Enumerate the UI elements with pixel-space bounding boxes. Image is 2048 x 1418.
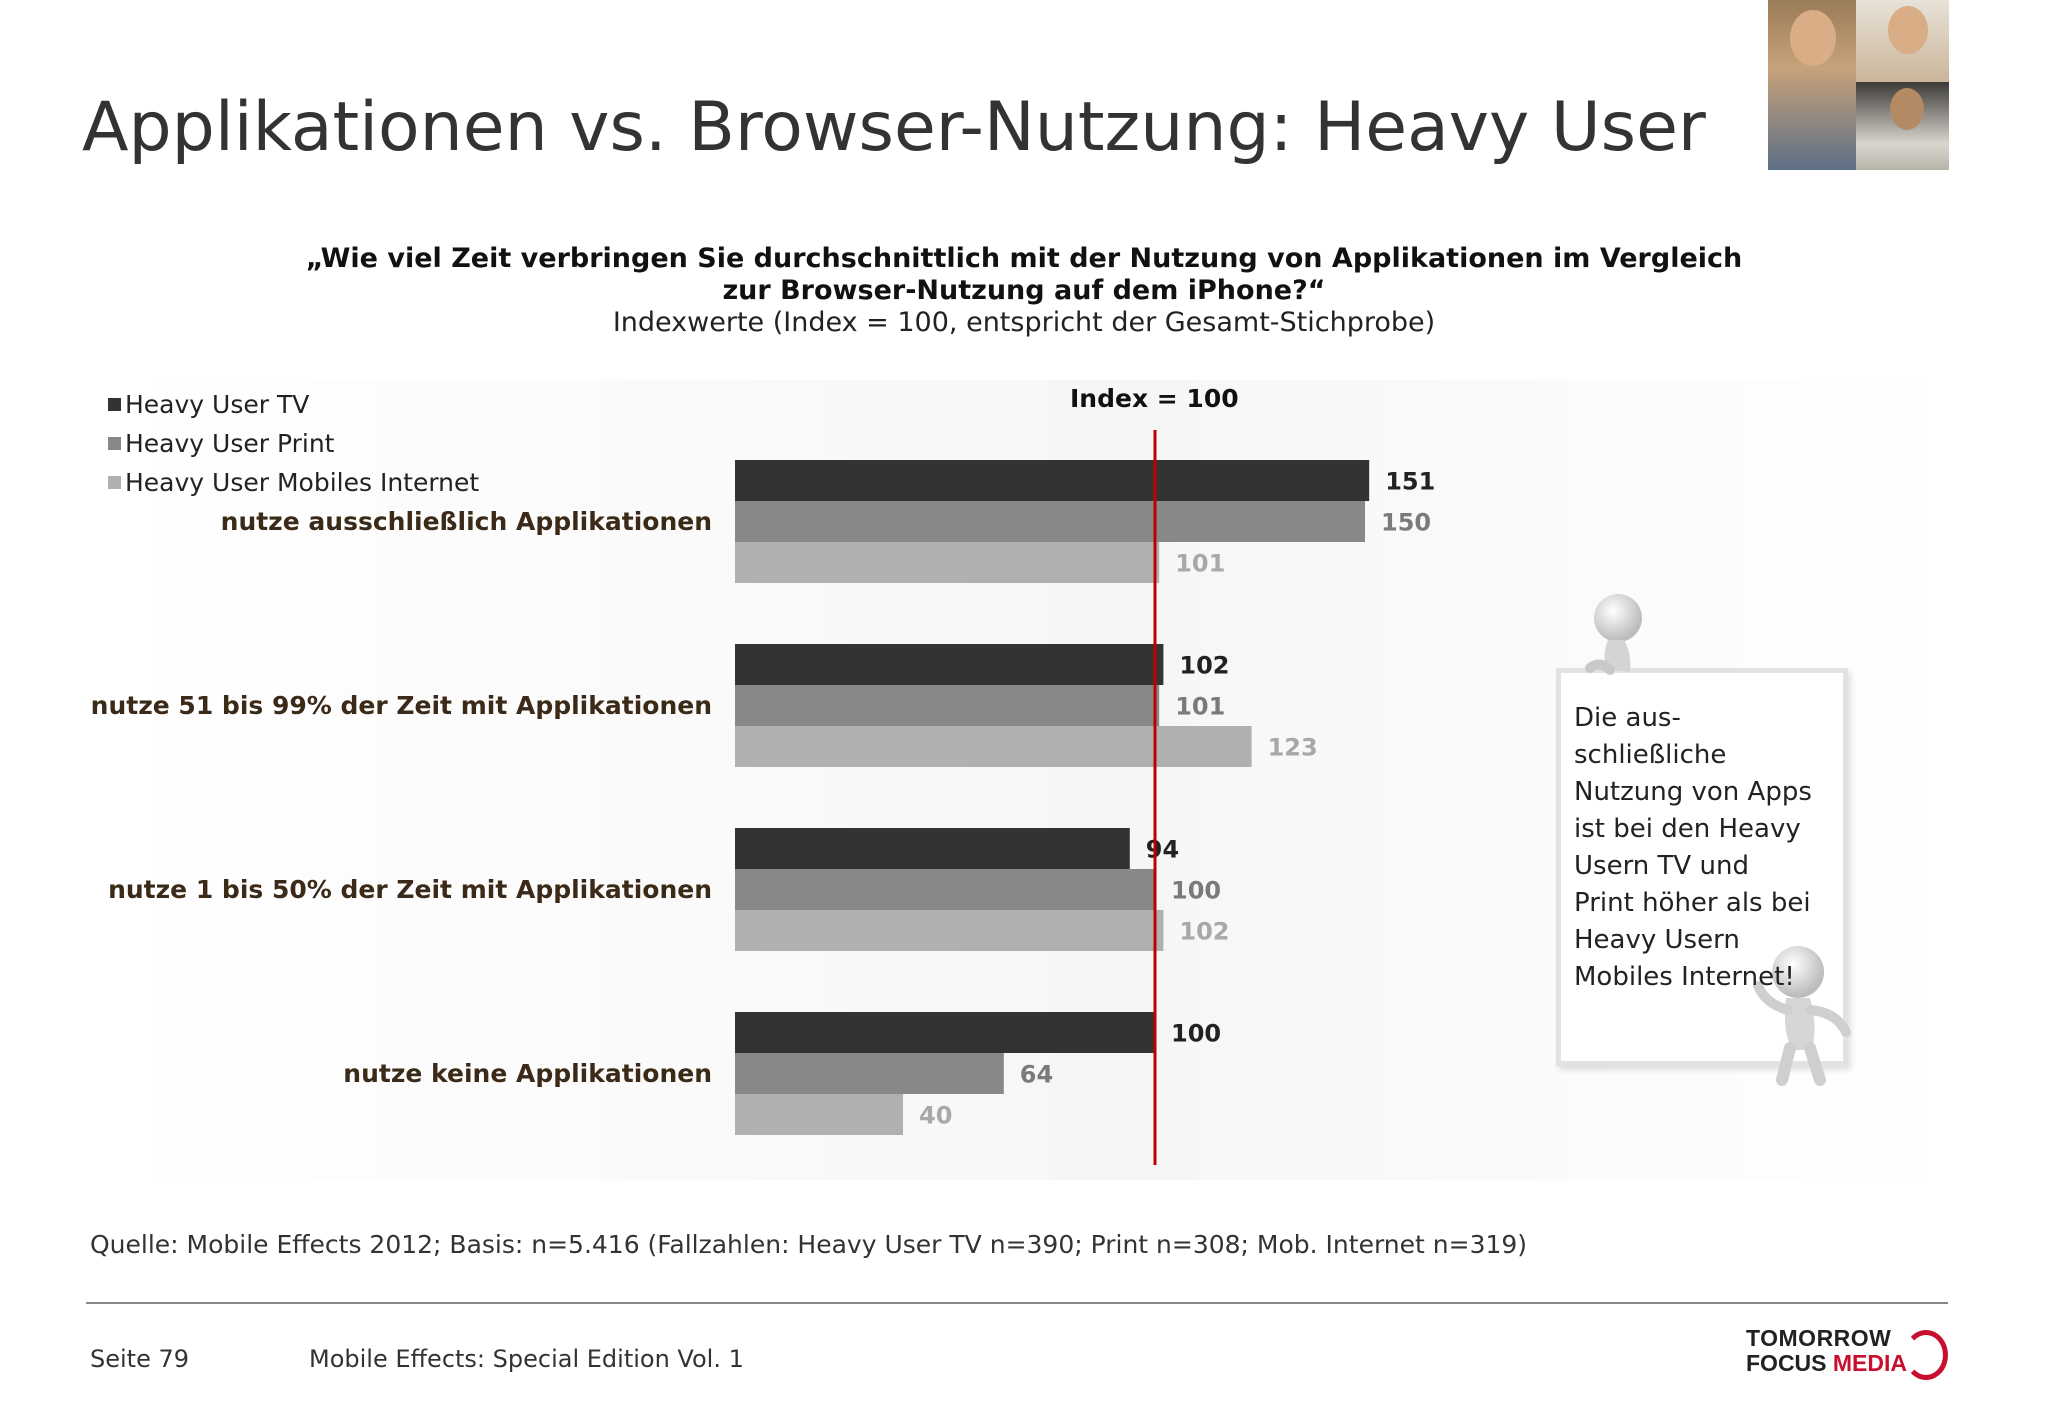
footer-title: Mobile Effects: Special Edition Vol. 1 — [309, 1345, 744, 1373]
value-label-mobile-4: 40 — [919, 1102, 952, 1130]
page-title: Applikationen vs. Browser-Nutzung: Heavy… — [82, 88, 1706, 167]
bar-mobile-4 — [735, 1094, 903, 1135]
bar-mobile-3 — [735, 910, 1164, 951]
legend-item-tv: Heavy User TV — [108, 385, 479, 424]
bar-print-1 — [735, 501, 1365, 542]
index-line-label: Index = 100 — [1070, 384, 1239, 413]
bar-tv-3 — [735, 828, 1130, 869]
value-label-tv-4: 100 — [1171, 1020, 1221, 1048]
value-label-mobile-3: 102 — [1179, 918, 1229, 946]
footer-divider — [86, 1302, 1948, 1304]
legend-swatch-tv — [108, 398, 121, 411]
value-label-print-3: 100 — [1171, 877, 1221, 905]
bar-tv-4 — [735, 1012, 1155, 1053]
bar-mobile-2 — [735, 726, 1252, 767]
source-note: Quelle: Mobile Effects 2012; Basis: n=5.… — [90, 1230, 1528, 1259]
bar-tv-2 — [735, 644, 1164, 685]
value-label-print-1: 150 — [1381, 509, 1431, 537]
value-label-print-4: 64 — [1020, 1061, 1053, 1089]
category-label-2: nutze 51 bis 99% der Zeit mit Applikatio… — [90, 691, 712, 720]
legend-swatch-mobile — [108, 476, 121, 489]
bar-print-3 — [735, 869, 1155, 910]
callout-text: Die aus-schließliche Nutzung von Apps is… — [1574, 703, 1812, 992]
page-number: Seite 79 — [90, 1345, 190, 1373]
legend-label-tv: Heavy User TV — [125, 390, 310, 419]
header-photo — [1768, 0, 1949, 170]
category-label-1: nutze ausschließlich Applikationen — [220, 507, 712, 536]
legend-label-mobile: Heavy User Mobiles Internet — [125, 468, 480, 497]
question-text: „Wie viel Zeit verbringen Sie durchschni… — [305, 243, 1743, 306]
chart-legend: Heavy User TV Heavy User Print Heavy Use… — [108, 385, 479, 502]
value-label-print-2: 101 — [1175, 693, 1225, 721]
value-label-tv-2: 102 — [1179, 652, 1229, 680]
chart-question: „Wie viel Zeit verbringen Sie durchschni… — [300, 243, 1748, 339]
value-label-mobile-1: 101 — [1175, 550, 1225, 578]
legend-item-print: Heavy User Print — [108, 424, 479, 463]
category-label-4: nutze keine Applikationen — [343, 1059, 712, 1088]
bar-print-2 — [735, 685, 1160, 726]
bar-mobile-1 — [735, 542, 1160, 583]
company-logo: TOMORROW FOCUS MEDIA — [1746, 1326, 1951, 1380]
category-label-3: nutze 1 bis 50% der Zeit mit Applikation… — [108, 875, 712, 904]
bar-print-4 — [735, 1053, 1004, 1094]
legend-item-mobile: Heavy User Mobiles Internet — [108, 463, 479, 502]
legend-swatch-print — [108, 437, 121, 450]
value-label-tv-1: 151 — [1385, 468, 1435, 496]
legend-label-print: Heavy User Print — [125, 429, 335, 458]
value-label-tv-3: 94 — [1146, 836, 1179, 864]
stick-figure-top-icon — [1585, 594, 1642, 675]
chart-subtitle: Indexwerte (Index = 100, entspricht der … — [612, 307, 1436, 338]
value-label-mobile-2: 123 — [1268, 734, 1318, 762]
bar-tv-1 — [735, 460, 1370, 501]
stick-figure-bottom-icon — [1753, 946, 1851, 1086]
